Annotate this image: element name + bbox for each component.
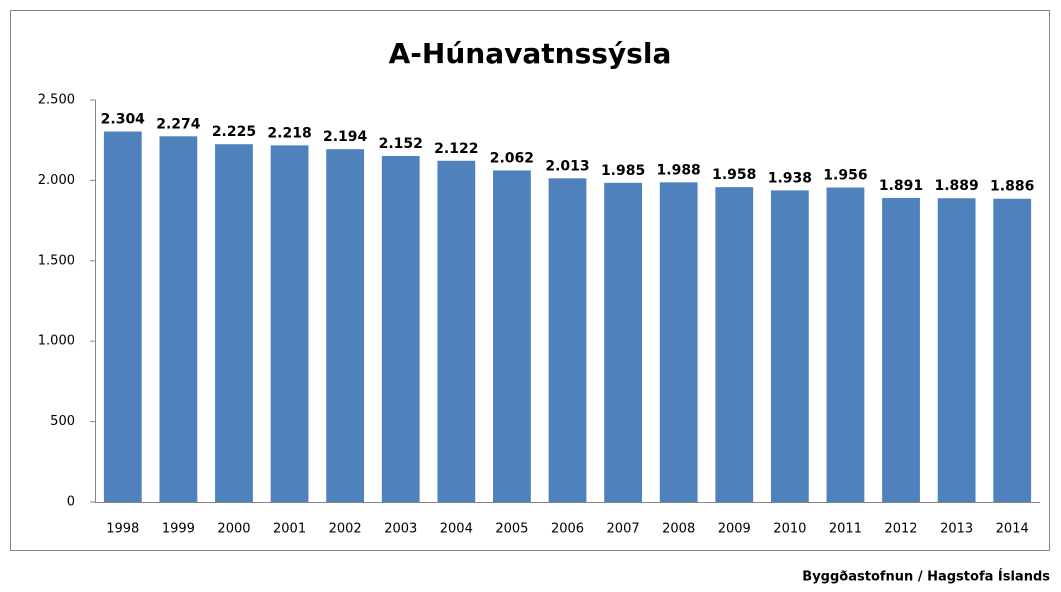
bar <box>381 155 420 502</box>
data-label: 2.152 <box>379 136 423 152</box>
x-tick-label: 2007 <box>607 522 640 537</box>
source: Byggðastofnun / Hagstofa Íslands <box>802 569 1050 585</box>
x-tick-label: 2011 <box>829 522 862 537</box>
data-label: 1.958 <box>712 167 756 183</box>
bar <box>715 187 754 502</box>
x-tick-label: 2002 <box>329 522 362 537</box>
bar <box>993 198 1032 502</box>
bar <box>326 149 365 502</box>
x-tick-label: 2008 <box>662 522 695 537</box>
bar <box>882 197 920 503</box>
y-tick-label: 500 <box>50 414 75 429</box>
data-label: 1.985 <box>601 163 645 179</box>
bar <box>548 178 587 502</box>
y-tick-label: 0 <box>67 495 75 510</box>
data-label: 1.891 <box>879 178 923 194</box>
data-label: 1.938 <box>768 170 812 186</box>
bar <box>659 182 698 503</box>
bar <box>826 187 865 502</box>
bar <box>604 182 642 502</box>
bar <box>937 198 976 503</box>
x-tick-label: 1999 <box>162 522 195 537</box>
x-tick-label: 2004 <box>440 522 473 537</box>
data-label: 2.013 <box>545 158 589 174</box>
bar <box>159 136 198 502</box>
x-tick-label: 2009 <box>718 522 751 537</box>
data-label: 2.194 <box>323 129 368 145</box>
data-label: 1.889 <box>934 178 978 194</box>
x-tick-label: 2010 <box>773 522 806 537</box>
x-tick-label: 2012 <box>884 522 917 537</box>
data-label: 2.218 <box>267 125 311 141</box>
x-tick-label: 2014 <box>996 522 1029 537</box>
bar <box>437 160 476 502</box>
bar <box>103 131 142 503</box>
bar <box>493 170 531 502</box>
data-label: 1.886 <box>990 179 1034 195</box>
y-tick-label: 2.500 <box>38 93 75 108</box>
y-tick-label: 2.000 <box>38 173 75 188</box>
x-tick-label: 1998 <box>106 522 139 537</box>
data-label: 2.122 <box>434 141 478 157</box>
x-tick-label: 2013 <box>940 522 973 537</box>
data-label: 2.062 <box>490 150 534 166</box>
y-tick-label: 1.000 <box>38 334 75 349</box>
x-tick-label: 2000 <box>217 522 250 537</box>
bar <box>770 190 809 502</box>
chart-title: A-Húnavatnssýsla <box>389 37 672 70</box>
x-tick-label: 2006 <box>551 522 584 537</box>
x-tick-label: 2001 <box>273 522 306 537</box>
y-tick-label: 1.500 <box>38 253 75 268</box>
data-label: 2.274 <box>156 116 201 132</box>
x-tick-label: 2003 <box>384 522 417 537</box>
data-label: 2.304 <box>101 112 146 128</box>
data-label: 1.956 <box>823 167 867 183</box>
bar <box>270 145 309 503</box>
bar <box>215 144 253 502</box>
x-tick-label: 2005 <box>495 522 528 537</box>
data-label: 1.988 <box>657 162 701 178</box>
data-label: 2.225 <box>212 124 256 140</box>
